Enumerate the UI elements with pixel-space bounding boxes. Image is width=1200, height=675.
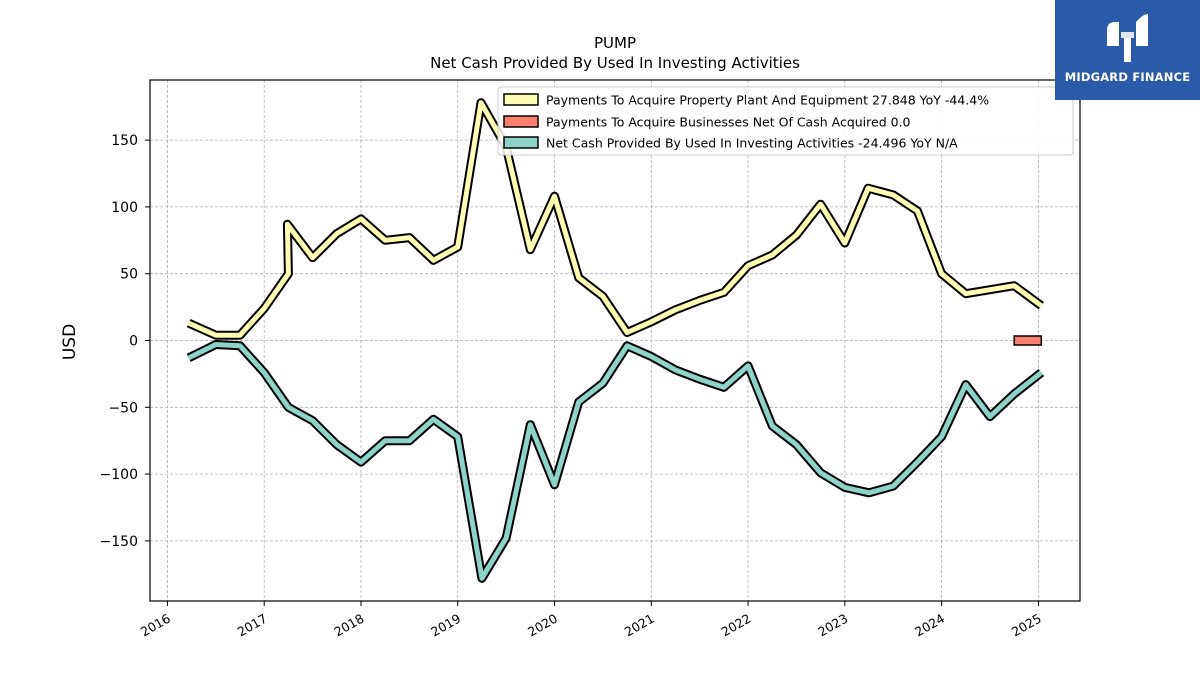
- y-tick-label: 0: [129, 334, 138, 350]
- y-tick-label: 100: [111, 200, 138, 216]
- x-tick-label: 2021: [622, 611, 657, 640]
- series-layer: [186, 98, 1045, 583]
- brand-name: MIDGARD FINANCE: [1064, 70, 1191, 84]
- legend-label-businesses: Payments To Acquire Businesses Net Of Ca…: [546, 115, 911, 130]
- brand-logo: MIDGARD FINANCE: [1055, 0, 1200, 100]
- legend-swatch-net-cash: [503, 136, 539, 149]
- x-tick-label: 2020: [525, 611, 560, 640]
- chart-title: PUMP: [594, 34, 636, 52]
- y-tick-label: −100: [100, 467, 138, 483]
- x-tick-label: 2025: [1009, 611, 1044, 640]
- legend-label-ppe: Payments To Acquire Property Plant And E…: [546, 93, 989, 108]
- legend-box: [497, 86, 1074, 156]
- midgard-logo-icon: [1107, 14, 1148, 62]
- y-axis-label: USD: [60, 324, 80, 360]
- x-tick-label: 2018: [331, 611, 366, 640]
- legend-swatch-businesses: [503, 115, 539, 128]
- legend-swatch-ppe: [503, 93, 539, 106]
- y-tick-label: 50: [120, 267, 138, 283]
- series-2: [186, 340, 1045, 583]
- series-bar-mark: [1013, 335, 1043, 346]
- y-tick-label: 150: [111, 133, 138, 149]
- series-1: [1013, 335, 1043, 346]
- series-0: [186, 98, 1044, 340]
- x-tick-label: 2022: [719, 611, 754, 640]
- legend: Payments To Acquire Property Plant And E…: [497, 86, 1074, 156]
- x-tick-label: 2019: [428, 611, 463, 640]
- x-tick-label: 2017: [235, 611, 270, 640]
- chart-subtitle: Net Cash Provided By Used In Investing A…: [430, 54, 800, 72]
- x-tick-label: 2016: [138, 611, 173, 640]
- legend-label-net-cash: Net Cash Provided By Used In Investing A…: [546, 136, 958, 151]
- y-tick-label: −50: [108, 400, 138, 416]
- x-tick-label: 2024: [912, 611, 947, 640]
- y-tick-label: −150: [100, 534, 138, 550]
- series-line: [187, 342, 1043, 581]
- x-tick-label: 2023: [815, 611, 850, 640]
